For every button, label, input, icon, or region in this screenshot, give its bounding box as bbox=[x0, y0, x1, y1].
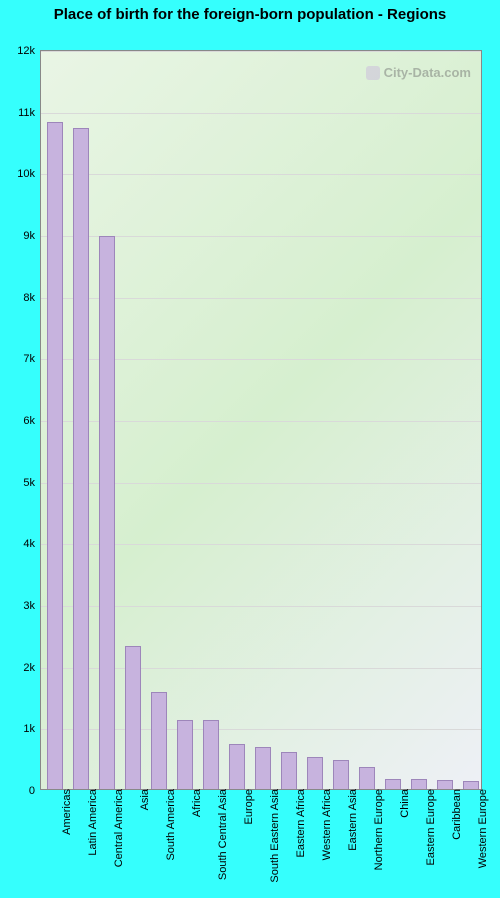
bar bbox=[385, 779, 401, 789]
bar bbox=[203, 720, 219, 789]
x-tick-label: Northern Europe bbox=[371, 789, 385, 870]
bar bbox=[177, 720, 193, 789]
bar bbox=[307, 757, 323, 789]
x-tick-label: Western Europe bbox=[475, 789, 489, 868]
bar bbox=[333, 760, 349, 789]
y-tick-label: 8k bbox=[23, 292, 41, 304]
chart-title: Place of birth for the foreign-born popu… bbox=[0, 6, 500, 24]
x-tick-label: Eastern Africa bbox=[293, 789, 307, 857]
bar bbox=[125, 646, 141, 789]
x-tick-label: Caribbean bbox=[449, 789, 463, 840]
bars-layer bbox=[41, 51, 481, 789]
bar bbox=[229, 744, 245, 789]
bar bbox=[437, 780, 453, 789]
y-tick-label: 2k bbox=[23, 662, 41, 674]
y-tick-label: 0 bbox=[29, 785, 41, 797]
x-tick-label: Eastern Asia bbox=[345, 789, 359, 851]
bar bbox=[411, 779, 427, 789]
y-tick-label: 12k bbox=[17, 45, 41, 57]
x-tick-label: Americas bbox=[59, 789, 73, 835]
x-tick-label: South America bbox=[163, 789, 177, 861]
y-tick-label: 3k bbox=[23, 600, 41, 612]
x-tick-label: South Central Asia bbox=[215, 789, 229, 880]
watermark: City-Data.com bbox=[366, 65, 471, 80]
bar bbox=[73, 128, 89, 789]
bar bbox=[151, 692, 167, 789]
bar bbox=[359, 767, 375, 789]
y-tick-label: 5k bbox=[23, 477, 41, 489]
y-tick-label: 4k bbox=[23, 538, 41, 550]
plot-area: 01k2k3k4k5k6k7k8k9k10k11k12k AmericasLat… bbox=[40, 50, 482, 790]
x-tick-label: Eastern Europe bbox=[423, 789, 437, 865]
x-tick-label: China bbox=[397, 789, 411, 818]
x-tick-label: Africa bbox=[189, 789, 203, 817]
y-tick-label: 6k bbox=[23, 415, 41, 427]
bar bbox=[281, 752, 297, 789]
bar bbox=[99, 236, 115, 789]
y-tick-label: 10k bbox=[17, 168, 41, 180]
y-tick-label: 9k bbox=[23, 230, 41, 242]
x-tick-label: South Eastern Asia bbox=[267, 789, 281, 883]
x-tick-label: Europe bbox=[241, 789, 255, 824]
bar bbox=[47, 122, 63, 789]
x-tick-label: Asia bbox=[137, 789, 151, 810]
bar bbox=[463, 781, 479, 789]
watermark-logo-icon bbox=[366, 66, 380, 80]
watermark-text: City-Data.com bbox=[384, 65, 471, 80]
x-tick-label: Western Africa bbox=[319, 789, 333, 860]
x-tick-label: Latin America bbox=[85, 789, 99, 856]
y-tick-label: 7k bbox=[23, 353, 41, 365]
bar bbox=[255, 747, 271, 789]
y-tick-label: 1k bbox=[23, 723, 41, 735]
x-tick-label: Central America bbox=[111, 789, 125, 867]
chart-canvas: Place of birth for the foreign-born popu… bbox=[0, 0, 500, 898]
y-tick-label: 11k bbox=[18, 107, 41, 119]
